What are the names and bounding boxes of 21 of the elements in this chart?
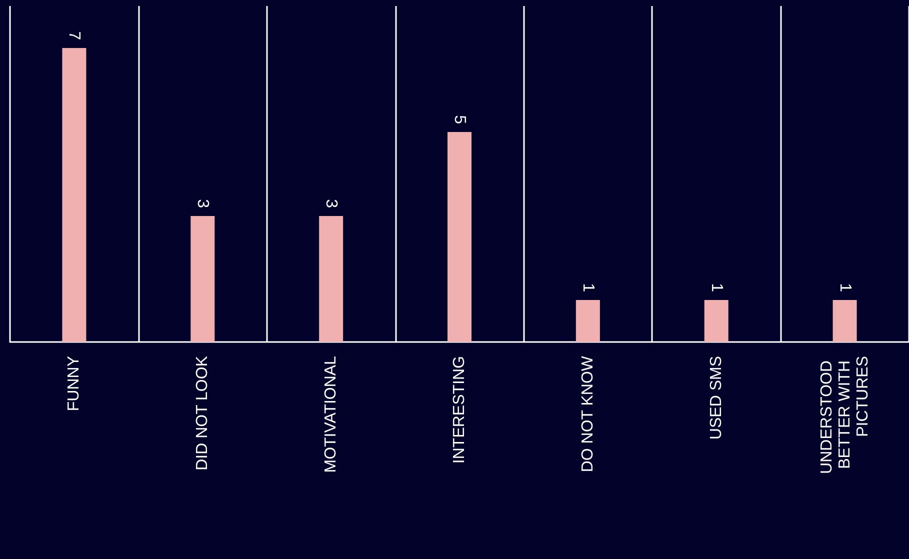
data-label: 1: [708, 283, 725, 292]
data-label: 5: [451, 115, 468, 124]
data-label: 1: [579, 283, 596, 292]
x-tick-label: INTERESTING: [451, 356, 468, 464]
bar: [319, 216, 344, 342]
bar: [448, 132, 472, 342]
x-tick-label: DO NOT KNOW: [579, 355, 596, 472]
bar: [704, 300, 728, 342]
bar: [832, 300, 857, 342]
data-label: 7: [66, 31, 83, 40]
data-label: 3: [194, 199, 212, 208]
x-tick-label: USED SMS: [708, 356, 725, 440]
x-tick-label: FUNNY: [66, 356, 83, 412]
bar: [576, 300, 600, 342]
x-tick-label: UNDERSTOOD BETTER WITH PICTURES: [818, 356, 872, 474]
bar: [62, 48, 86, 342]
data-label: 1: [836, 283, 854, 292]
data-label: 3: [322, 199, 340, 208]
x-tick-label: MOTIVATIONAL: [322, 356, 340, 473]
x-tick-label: DID NOT LOOK: [194, 356, 212, 470]
bar: [190, 216, 215, 342]
